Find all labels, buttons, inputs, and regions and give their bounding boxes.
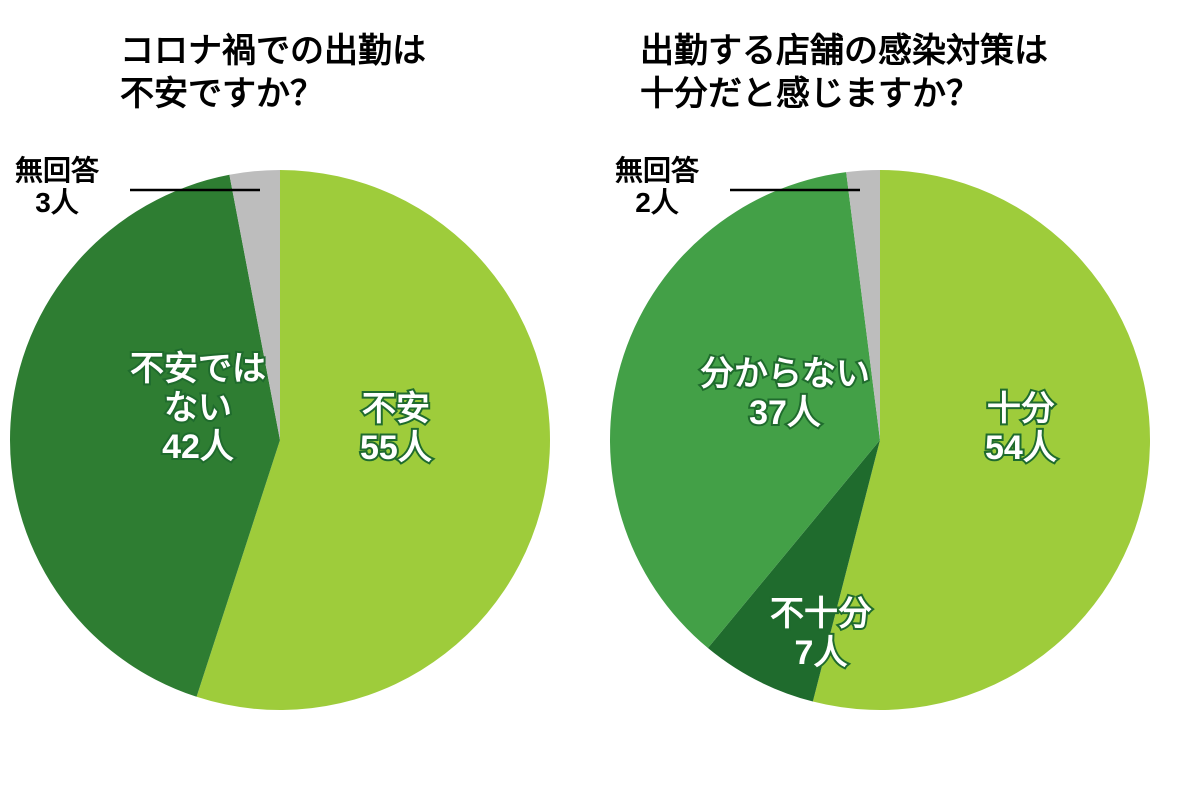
slice-label-text: 分からない <box>700 355 870 394</box>
slice-value-text: 55人 <box>360 429 432 468</box>
slice-label-text: 十分 <box>985 390 1057 429</box>
chart1-callout-no_answer: 無回答3人 <box>15 155 99 219</box>
slice-label-text: 不安 <box>360 390 432 429</box>
callout-value: 3人 <box>15 187 99 219</box>
chart2-label-sufficient: 十分54人 <box>985 390 1057 468</box>
chart1-label-anxious: 不安55人 <box>360 390 432 468</box>
callout-label: 無回答 <box>15 155 99 187</box>
slice-value-text: 54人 <box>985 429 1057 468</box>
chart2-label-insufficient: 不十分7人 <box>770 595 872 673</box>
chart2-callout-no_answer: 無回答2人 <box>615 155 699 219</box>
slice-label-text: 不安では <box>130 350 266 389</box>
callout-value: 2人 <box>615 187 699 219</box>
slice-label-text: ない <box>130 389 266 428</box>
chart1-label-not_anxious: 不安ではない42人 <box>130 350 266 467</box>
chart2-label-dont_know: 分からない37人 <box>700 355 870 433</box>
chart-container: コロナ禍での出勤は 不安ですか？ 出勤する店舗の感染対策は 十分だと感じますか？… <box>0 0 1200 800</box>
slice-value-text: 42人 <box>130 428 266 467</box>
callout-label: 無回答 <box>615 155 699 187</box>
slice-value-text: 7人 <box>770 634 872 673</box>
slice-label-text: 不十分 <box>770 595 872 634</box>
slice-value-text: 37人 <box>700 394 870 433</box>
